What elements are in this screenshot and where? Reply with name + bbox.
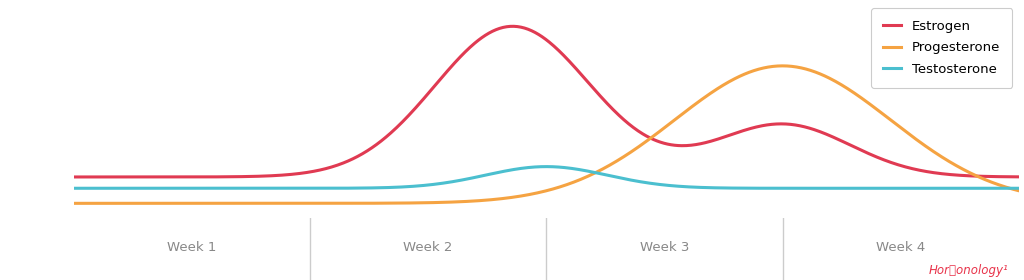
- Text: Week 4: Week 4: [877, 241, 926, 255]
- Text: Horⵍonology¹: Horⵍonology¹: [929, 264, 1009, 277]
- Text: Your Daily Hormones: Your Daily Hormones: [31, 61, 43, 219]
- Text: Week 2: Week 2: [403, 241, 453, 255]
- Text: Week 3: Week 3: [640, 241, 689, 255]
- Legend: Estrogen, Progesterone, Testosterone: Estrogen, Progesterone, Testosterone: [871, 8, 1013, 88]
- Text: Week 1: Week 1: [167, 241, 216, 255]
